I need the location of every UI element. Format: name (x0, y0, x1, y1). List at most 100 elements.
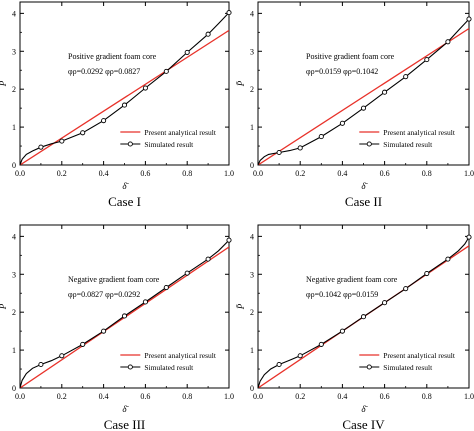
x-tick-label: 0.8 (422, 392, 432, 401)
plot-frame (19, 224, 230, 389)
annotation-params: φρ=0.0827 φρ=0.0292 (68, 290, 140, 299)
x-tick-label: 1.0 (224, 392, 234, 401)
x-tick-label: 0.8 (182, 169, 192, 178)
x-tick-label: 0.2 (295, 169, 305, 178)
chart-panel-4: 0.0 0.2 0.4 0.6 0.8 1.0 0 1 2 3 4 δ̄ P̄ Negative grad… (236, 224, 474, 431)
y-tick-label: 0 (12, 161, 16, 170)
x-axis-label: δ̄ (361, 181, 368, 191)
y-tick-label: 2 (250, 308, 254, 317)
simulated-point (360, 105, 367, 111)
x-tick-label: 0.2 (57, 392, 67, 401)
y-tick-label: 4 (12, 232, 16, 241)
x-tick-label: 0.6 (140, 392, 150, 401)
x-tick-label: 0.0 (15, 392, 25, 401)
y-tick-label: 3 (250, 47, 254, 56)
simulated-point (297, 145, 303, 151)
legend-entry: Simulated result (383, 363, 433, 372)
x-tick-label: 0.8 (182, 392, 192, 401)
x-tick-label: 0.0 (253, 392, 263, 401)
legend-entry: Present analytical result (383, 128, 456, 137)
simulated-point (205, 31, 211, 37)
simulated-point (163, 284, 169, 291)
y-tick-label: 1 (12, 123, 16, 132)
annotation-title: Positive gradient foam core (68, 52, 157, 61)
x-tick-label: 0.8 (422, 169, 432, 178)
annotation-title: Negative gradient foam core (306, 275, 398, 284)
x-tick-label: 0.4 (337, 392, 347, 401)
y-tick-label: 0 (250, 161, 254, 170)
x-tick-label: 1.0 (464, 169, 474, 178)
chart-panel-1: 0.0 0.2 0.4 0.6 0.8 1.0 0 1 2 3 4 δ̄ P̄ Positive grad… (0, 1, 234, 209)
simulated-point (184, 49, 190, 55)
x-tick-label: 0.4 (99, 392, 109, 401)
chart-panel-2: 0.0 0.2 0.4 0.6 0.8 1.0 0 1 2 3 4 δ̄ P̄ Positive grad… (236, 1, 474, 209)
x-tick-label: 0.6 (380, 392, 390, 401)
legend-entry: Simulated result (383, 140, 433, 149)
simulated-point (466, 234, 472, 240)
simulated-point (445, 256, 451, 262)
y-tick-label: 3 (12, 47, 16, 56)
legend-entry: Simulated result (144, 363, 194, 372)
simulated-point (101, 118, 107, 124)
plot-frame (19, 1, 230, 166)
y-axis-label: P̄ (0, 80, 8, 87)
simulated-point (163, 68, 169, 74)
y-tick-label: 0 (12, 384, 16, 393)
y-tick-label: 2 (250, 85, 254, 94)
y-tick-label: 4 (12, 9, 16, 18)
simulated-point (466, 16, 472, 22)
y-axis-label: P̄ (236, 303, 246, 310)
simulated-line (20, 12, 229, 165)
simulated-point (382, 300, 388, 306)
simulated-point (38, 361, 44, 368)
x-tick-label: 0.2 (295, 392, 305, 401)
panel-caption: Case I (108, 194, 141, 209)
y-tick-label: 4 (250, 9, 254, 18)
x-tick-label: 0.6 (140, 169, 150, 178)
simulated-point (445, 39, 451, 45)
simulated-point (297, 353, 303, 359)
simulated-point (59, 353, 65, 359)
y-axis-label: P̄ (236, 80, 246, 87)
legend-entry: Present analytical result (383, 351, 456, 360)
y-tick-label: 3 (250, 270, 254, 279)
x-axis-label: δ̄ (122, 181, 129, 191)
simulated-point (80, 130, 86, 136)
x-tick-label: 1.0 (464, 392, 474, 401)
simulated-point (276, 149, 282, 156)
legend-marker (366, 141, 372, 147)
simulated-line (258, 18, 469, 165)
simulated-point (318, 134, 324, 140)
simulated-point (424, 270, 430, 277)
x-tick-label: 0.4 (337, 169, 347, 178)
legend-marker (366, 364, 372, 370)
simulated-point (424, 57, 430, 63)
y-axis-label: P̄ (0, 303, 8, 310)
legend-entry: Present analytical result (144, 351, 217, 360)
legend-entry: Simulated result (144, 140, 194, 149)
legend-marker (127, 364, 133, 370)
y-tick-label: 2 (12, 308, 16, 317)
legend-marker (127, 141, 133, 147)
plot-frame (257, 224, 470, 389)
simulated-point (360, 314, 367, 320)
x-tick-label: 0.0 (253, 169, 263, 178)
simulated-point (101, 328, 107, 334)
simulated-point (403, 286, 409, 292)
simulated-line (258, 236, 469, 388)
annotation-title: Positive gradient foam core (306, 52, 395, 61)
x-tick-label: 0.4 (99, 169, 109, 178)
simulated-point (205, 256, 211, 262)
simulated-point (142, 85, 148, 91)
simulated-point (403, 74, 409, 80)
x-tick-label: 1.0 (224, 169, 234, 178)
panel-caption: Case IV (342, 417, 385, 431)
simulated-point (184, 270, 190, 276)
simulated-point (318, 341, 324, 347)
simulated-point (339, 328, 345, 334)
panel-caption: Case II (345, 194, 382, 209)
y-tick-label: 1 (250, 123, 254, 132)
simulated-line (20, 239, 229, 388)
simulated-point (226, 237, 232, 243)
legend-entry: Present analytical result (144, 128, 217, 137)
